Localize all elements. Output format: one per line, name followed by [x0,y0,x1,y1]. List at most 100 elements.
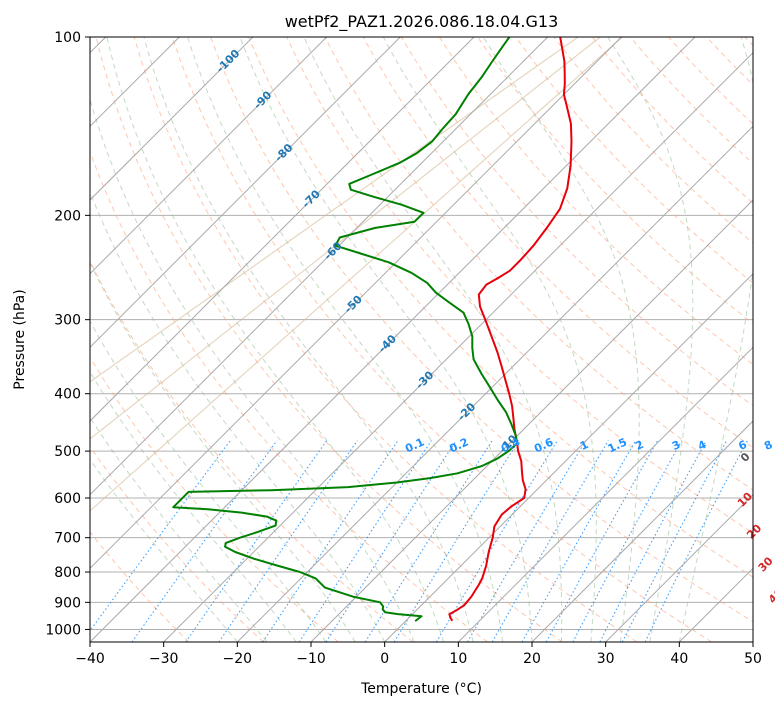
mixing-ratio-label: 1.5 [606,435,629,455]
dry-adiabat-line [210,37,753,623]
mixing-ratio-line [364,440,493,642]
mixing-ratio-line [545,440,659,642]
mixing-ratio-line [298,440,432,642]
dry-adiabat-line [515,37,753,284]
x-tick-label: 50 [744,651,762,667]
x-tick-label: 20 [523,651,541,667]
isotherm-line [678,567,753,642]
mixing-ratio-line [491,440,609,642]
x-axis-label: Temperature (°C) [360,681,482,697]
y-tick-label: 100 [54,30,81,46]
mixing-ratio-line [467,440,587,642]
mixing-ratio-label: 0.6 [532,435,555,455]
dry-adiabat-line [90,150,488,642]
y-tick-label: 200 [54,208,81,224]
isotherm-line [163,51,753,642]
x-tick-label: −20 [223,651,253,667]
dry-adiabat-line [248,37,753,578]
profile-series [172,37,573,622]
x-tick-label: −10 [296,651,326,667]
isotherm-line [90,37,254,201]
y-tick-label: 600 [54,491,81,507]
moist-adiabat-line [90,261,356,642]
dry-adiabat-label: 40 [766,586,775,606]
moist-adiabat-line [607,37,694,642]
x-tick-label: −40 [75,651,105,667]
x-tick-label: 10 [449,651,467,667]
dry-adiabat-line [744,37,753,47]
isotherm-line [457,346,753,642]
mixing-ratio-line [644,440,748,642]
plot-frame [89,36,754,643]
dry-adiabat-line [90,445,264,642]
background-lines [90,37,753,642]
dry-adiabat-line [90,356,339,642]
dry-adiabat-line [438,37,753,366]
mixing-ratio-label: 8 [762,438,774,453]
dry-adiabat-line [668,37,753,125]
isotherm-line [605,493,753,642]
y-tick-label: 900 [54,595,81,611]
mixing-ratio-line [185,440,328,642]
dry-adiabat-line [95,37,563,642]
x-tick-label: 30 [597,651,615,667]
mixing-ratio-line [262,440,399,642]
y-tick-label: 300 [54,313,81,329]
moist-adiabat-line [106,37,445,642]
isotherm-line [384,272,753,642]
y-tick-label: 500 [54,444,81,460]
dry-adiabat-line [171,37,712,642]
y-tick-label: 800 [54,565,81,581]
moist-adiabat-line [382,37,597,642]
isotherm-line [531,420,753,642]
moist-adiabat-line [187,37,503,642]
profile-line-2 [172,37,519,622]
dry-adiabat-label: 30 [756,554,775,574]
moist-adiabat-line [90,458,238,642]
y-tick-label: 700 [54,531,81,547]
curved-reference-line [90,37,579,383]
dry-adiabat-line [706,37,753,86]
moist-adiabat-line [90,190,386,642]
mixing-ratio-line [521,440,637,642]
y-tick-label: 400 [54,387,81,403]
dry-adiabat-line [591,37,753,204]
dry-adiabat-label: 20 [744,521,764,541]
moist-adiabat-line [239,37,533,642]
mixing-ratio-line [90,440,231,632]
isotherm-line [310,199,753,642]
isotherm-line [90,37,549,496]
isotherm-line [236,125,753,642]
y-axis-label: Pressure (hPa) [12,289,28,389]
dry-adiabat-line [400,37,753,407]
moist-adiabat-line [90,416,268,642]
y-tick-label: 1000 [45,622,81,638]
x-tick-label: 40 [670,651,688,667]
moist-adiabat-line [303,37,563,642]
x-tick-label: −30 [149,651,179,667]
axis-ticks: −40 −30 −20 −10 0 10 20 30 40 5010020030040050060… [45,30,762,667]
isotherm-line [90,37,401,349]
mixing-ratio-label: 0.2 [447,435,470,455]
dry-adiabat-line [133,37,638,642]
x-tick-label: 0 [380,651,389,667]
zero-degree-label: 0 [738,450,753,465]
curved-reference-line [90,37,601,440]
mixing-ratio-line [218,440,358,642]
profile-line-1 [448,37,573,622]
isotherm-line [90,37,328,275]
mixing-ratio-line [572,440,683,642]
moist-adiabat-line [90,370,297,642]
mixing-ratio-line [325,440,457,642]
mixing-ratio-line [131,440,278,642]
isotherm-label: -40 [376,332,399,355]
mixing-ratio-line [599,440,707,642]
isotherm-line [90,37,622,570]
moist-adiabat-line [482,37,640,642]
isotherm-line [90,37,696,642]
mixing-ratio-line [393,440,520,642]
curved-reference-line [90,37,623,512]
mixing-ratio-label: 0.1 [403,435,426,455]
isotherm-label: -20 [455,400,478,423]
